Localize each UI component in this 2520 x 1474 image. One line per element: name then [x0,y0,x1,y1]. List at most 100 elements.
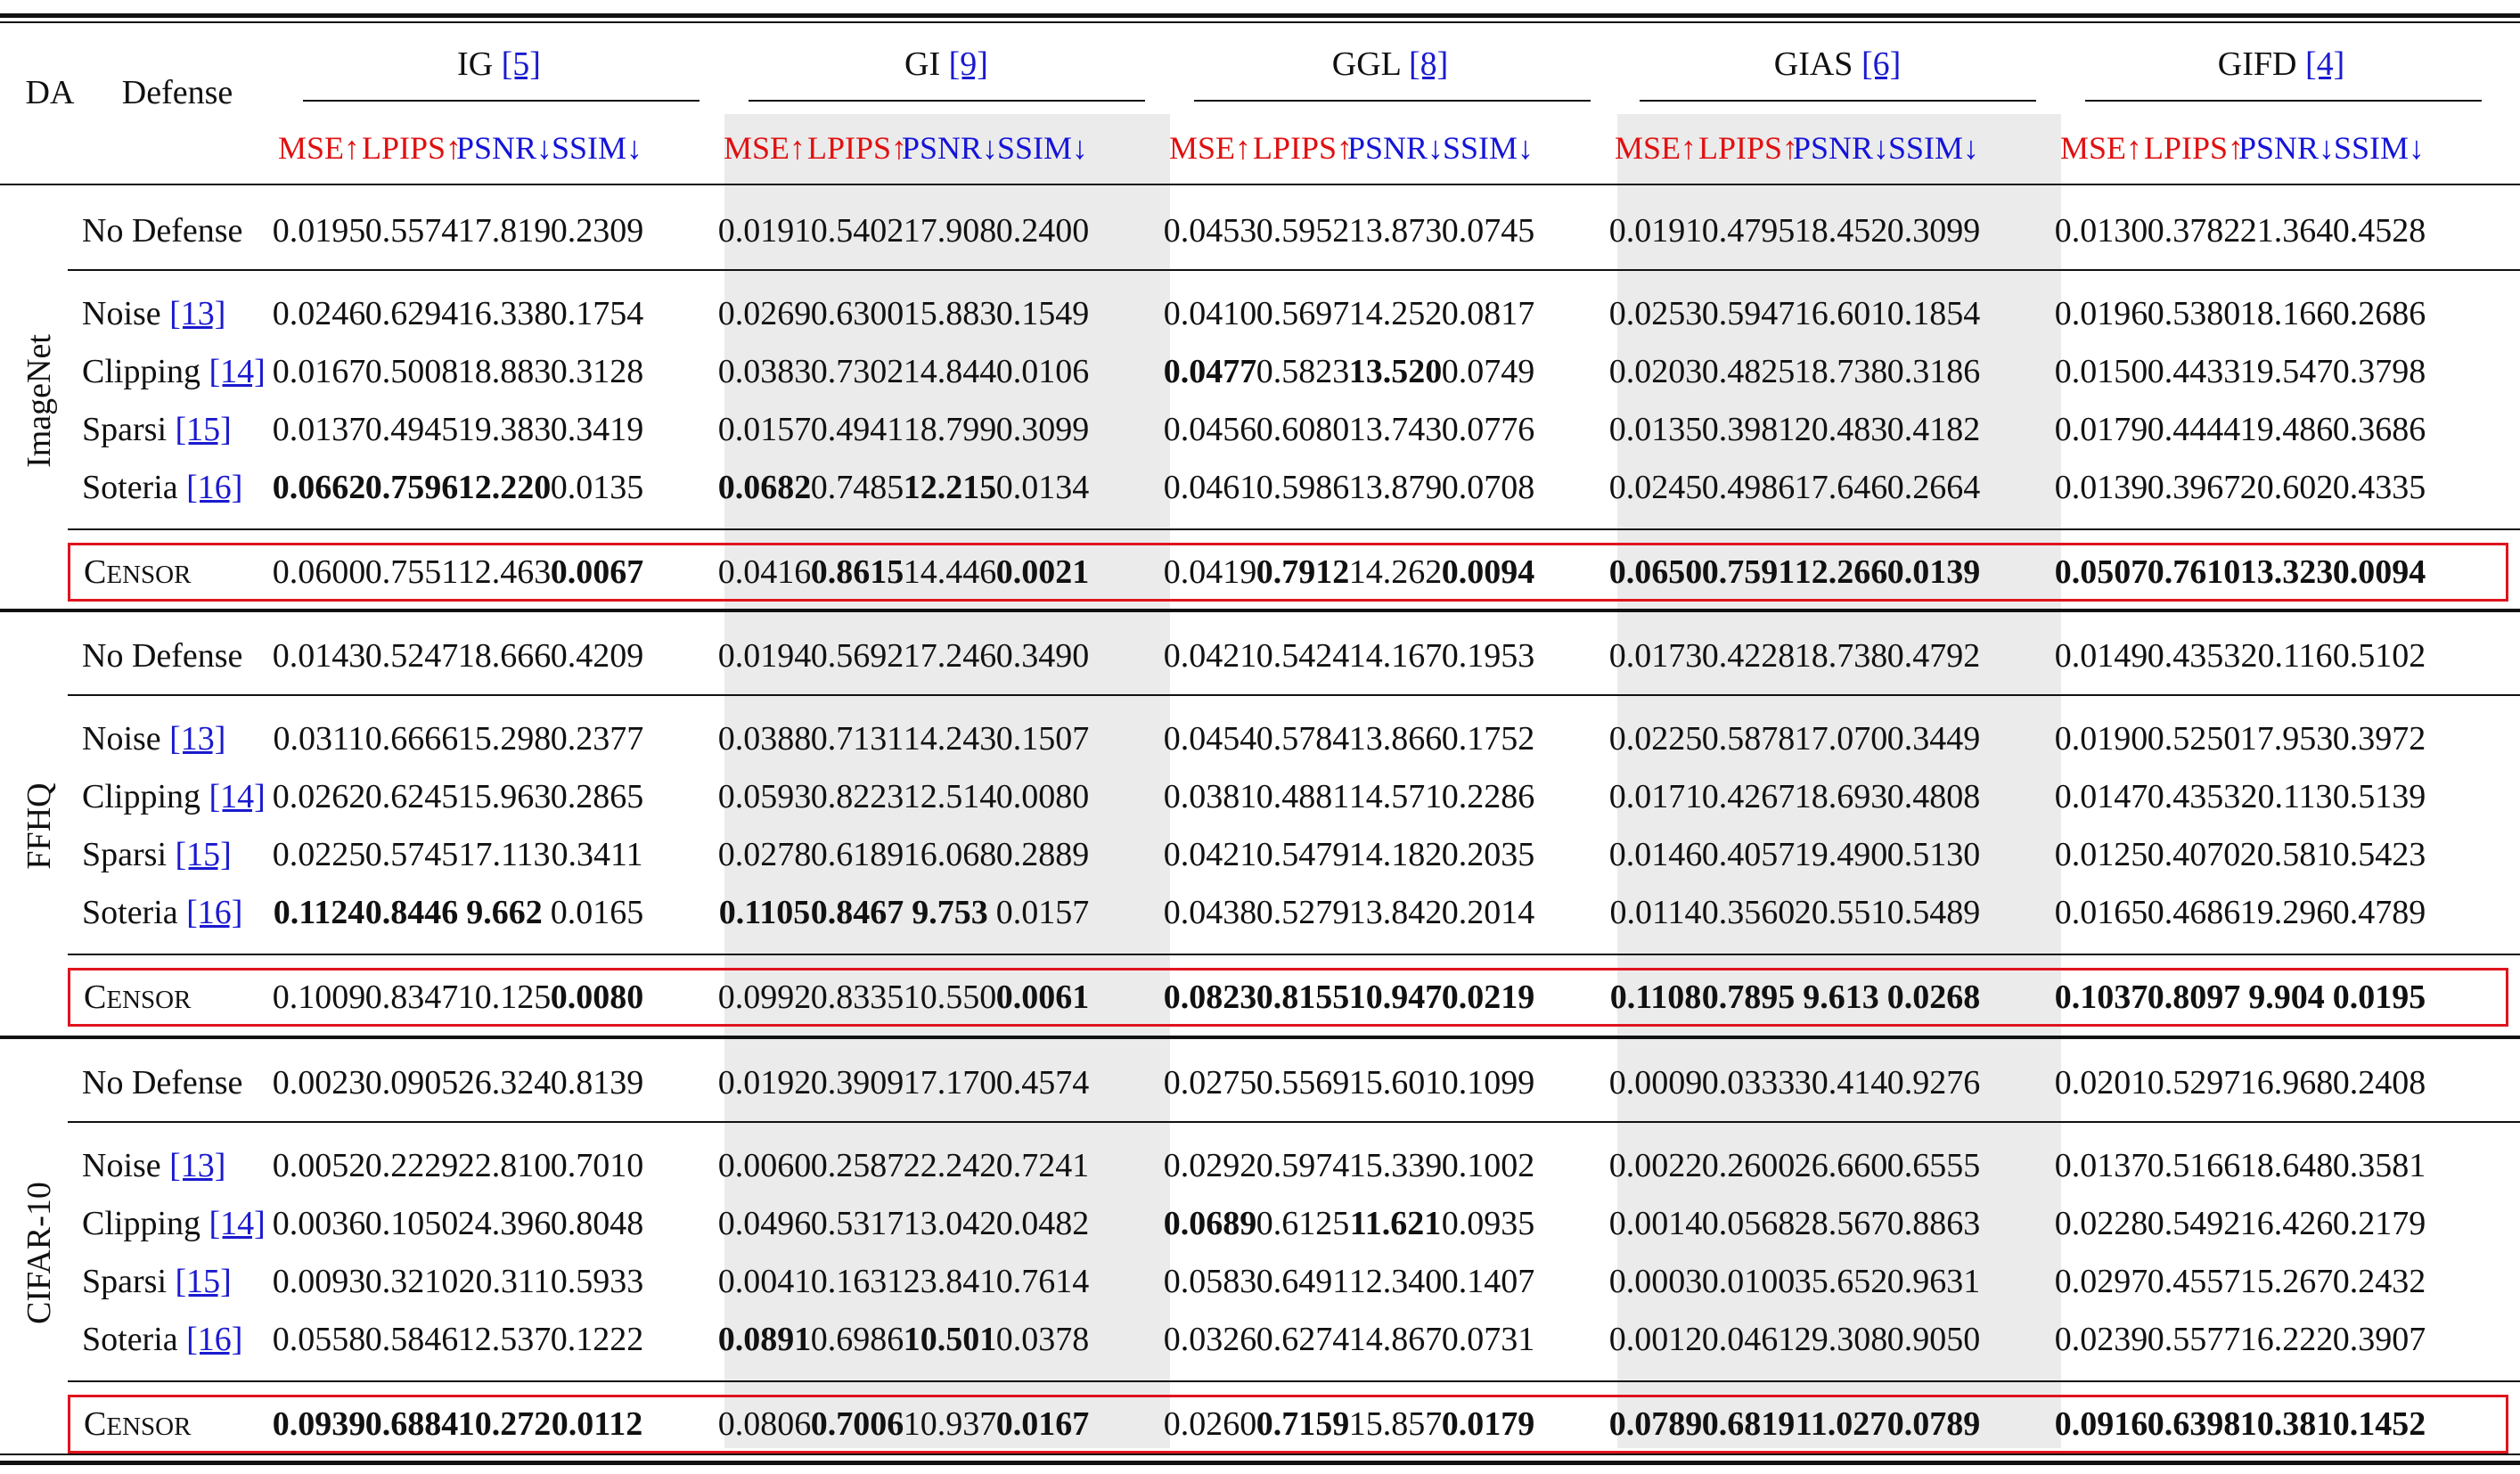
table-cell: 20.581 [2239,836,2334,873]
table-cell: 17.070 [1794,720,1888,757]
da-column-header: DA [25,74,75,111]
reference-link[interactable]: [14] [209,353,266,390]
table-cell: 0.5423 [2332,836,2426,873]
reference-link[interactable]: [14] [209,1205,266,1242]
reference-link[interactable]: [8] [1408,45,1449,83]
reference-link[interactable]: [14] [209,778,266,815]
table-cell: 17.246 [903,637,997,675]
table-cell: 0.0410 [1163,295,1257,332]
table-cell: 0.0165 [550,894,644,931]
table-cell: 0.9050 [1886,1321,1981,1358]
table-cell: 0.0461 [1701,1321,1796,1358]
table-cell: 0.8155 [1256,979,1350,1016]
defense-sparsi: Sparsi [15] [82,1263,232,1300]
table-cell: 12.215 [903,469,997,506]
table-cell: 0.0052 [272,1147,366,1184]
table-cell: 11.621 [1349,1205,1442,1242]
table-cell: 0.7302 [810,353,904,390]
table-cell: 17.113 [458,836,551,873]
metric-header-gias-2: PSNR↓ [1792,130,1890,166]
reference-link[interactable]: [16] [186,894,243,931]
table-cell: 0.2377 [550,720,644,757]
table-cell: 15.883 [903,295,997,332]
reference-link[interactable]: [4] [2304,45,2345,83]
reference-link[interactable]: [13] [169,720,226,757]
table-cell: 14.182 [1348,836,1443,873]
table-cell: 0.0421 [1163,637,1257,675]
defense-sparsi: Sparsi [15] [82,836,232,873]
table-cell: 0.5933 [550,1263,644,1300]
table-cell: 0.0507 [2054,553,2148,591]
table-cell: 10.381 [2239,1405,2334,1443]
table-cell: 20.602 [2239,469,2334,506]
reference-link[interactable]: [6] [1861,45,1902,83]
table-cell: 0.0905 [364,1064,459,1101]
table-cell: 0.0583 [1163,1263,1257,1300]
attack-group-rule [1194,100,1591,102]
table-cell: 0.0114 [1609,894,1702,931]
table-cell: 0.0225 [1608,720,1703,757]
table-cell: 0.3798 [2332,353,2426,390]
table-cell: 0.7610 [2147,553,2241,591]
row-group-rule [68,269,2520,271]
reference-link[interactable]: [13] [169,1147,226,1184]
reference-link[interactable]: [16] [186,469,243,506]
table-cell: 0.0381 [1163,778,1257,815]
table-cell: 0.3449 [1886,720,1981,757]
table-cell: 0.4686 [2147,894,2241,931]
table-cell: 0.0196 [2054,295,2148,332]
reference-link[interactable]: [15] [175,836,232,873]
table-cell: 0.6080 [1256,411,1350,448]
defense-no-defense: No Defense [82,212,243,250]
attack-group-rule [2085,100,2482,102]
defense-clipping: Clipping [14] [82,778,266,815]
row-group-rule [68,954,2520,955]
table-cell: 0.4353 [2147,637,2241,675]
table-cell: 10.501 [903,1321,997,1358]
table-cell: 10.947 [1348,979,1443,1016]
table-cell: 0.4433 [2147,353,2241,390]
attack-group-rule [303,100,700,102]
table-cell: 0.0137 [272,411,366,448]
table-cell: 0.4574 [995,1064,1090,1101]
attack-header-gias: GIAS [6] [1774,47,1902,81]
reference-link[interactable]: [16] [186,1321,243,1358]
table-cell: 0.2286 [1441,778,1535,815]
table-cell: 0.5577 [2147,1321,2241,1358]
table-cell: 0.1105 [718,894,811,931]
table-cell: 16.068 [903,836,997,873]
table-cell: 0.0094 [2332,553,2426,591]
defense-noise: Noise [13] [82,720,226,757]
table-cell: 0.1549 [995,295,1090,332]
table-cell: 14.262 [1348,553,1443,591]
table-cell: 0.3099 [995,411,1090,448]
table-cell: 16.338 [457,295,552,332]
table-cell: 0.0461 [1163,469,1257,506]
table-cell: 0.0067 [550,553,644,591]
table-cell: 0.0568 [1701,1205,1796,1242]
row-group-rule [68,528,2520,530]
reference-link[interactable]: [15] [175,1263,232,1300]
table-cell: 0.2432 [2332,1263,2426,1300]
table-cell: 0.6555 [1886,1147,1981,1184]
dataset-label-ffhq: FFHQ [20,782,58,870]
metric-header-ggl-3: SSIM↓ [1442,130,1534,166]
table-cell: 0.0297 [2054,1263,2148,1300]
reference-link[interactable]: [13] [169,295,226,332]
table-cell: 16.426 [2239,1205,2334,1242]
table-cell: 0.0662 [272,469,366,506]
metric-header-gi-3: SSIM↓ [996,130,1089,166]
defense-soteria: Soteria [16] [82,469,243,506]
defense-sparsi: Sparsi [15] [82,411,232,448]
table-cell: 0.0823 [1163,979,1257,1016]
defense-clipping: Clipping [14] [82,353,266,390]
table-cell: 0.5823 [1256,353,1350,390]
reference-link[interactable]: [15] [175,411,232,448]
table-cell: 16.222 [2239,1321,2334,1358]
defense-noise: Noise [13] [82,1147,226,1184]
table-cell: 10.550 [903,979,997,1016]
reference-link[interactable]: [9] [948,45,988,83]
reference-link[interactable]: [5] [501,45,541,83]
dataset-label-imagenet: ImageNet [20,333,58,468]
